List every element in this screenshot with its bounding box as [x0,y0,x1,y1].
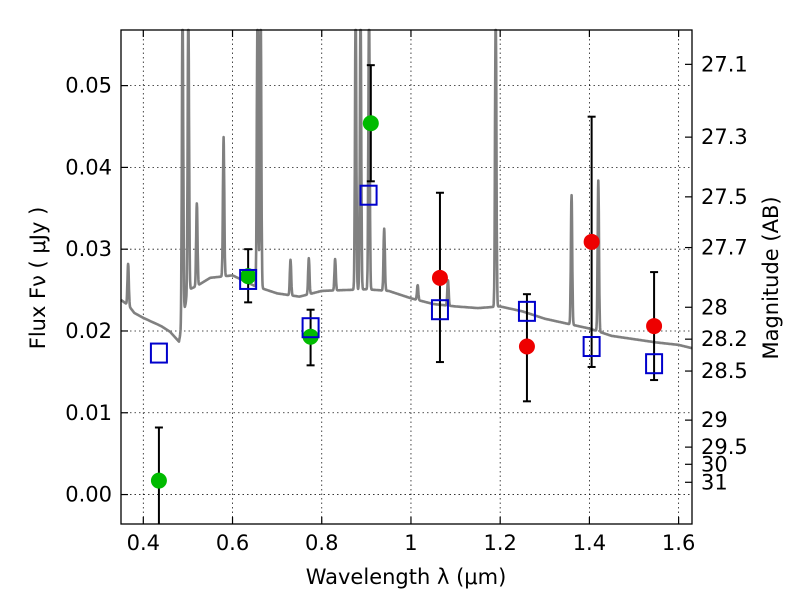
y2-tick-label: 30 [701,452,728,476]
y2-tick-label: 27.5 [701,185,748,209]
y-axis-label: Flux Fν ( μJy ) [26,207,50,350]
y2-tick-label: 28.2 [701,327,748,351]
model-square-marker [430,299,449,321]
y2-tick-label: 27.3 [701,125,748,149]
model-square-marker [359,184,378,206]
green-data-point [362,115,379,132]
x-tick-label: 1.2 [483,531,516,555]
red-data-point [646,318,663,335]
plot-frame [120,29,693,525]
model-square-marker [301,317,320,339]
model-spectrum-line [119,28,694,350]
x-tick-label: 0.4 [127,531,160,555]
axis-ticks: 0.4 0.6 0.8 1 1.2 1.4 1.6 0.00 0.01 0.02 0.03 0.04 0… [65,30,748,555]
red-data-point [518,338,535,355]
y-tick-label: 0.00 [65,483,112,507]
x-tick-label: 0.6 [216,531,249,555]
x-axis-label: Wavelength λ (μm) [306,565,507,589]
x-tick-label: 1.4 [573,531,606,555]
y2-tick-label: 29.5 [701,435,748,459]
green-data-point [150,472,167,489]
y-tick-label: 0.01 [65,401,112,425]
red-data-point [431,269,448,286]
data-markers-layer [149,115,664,489]
x-tick-label: 1.6 [662,531,695,555]
model-square-marker [239,268,258,290]
model-square-marker [517,300,536,322]
y-tick-label: 0.02 [65,319,112,343]
y2-tick-label: 28.5 [701,359,748,383]
y2-tick-label: 31 [701,470,728,494]
x-tick-label: 0.8 [305,531,338,555]
y2-tick-label: 29 [701,408,728,432]
errorbars-layer [154,64,659,524]
red-data-point [583,233,600,250]
y2-tick-label: 27.1 [701,52,748,76]
model-square-marker [582,336,601,358]
grid [121,30,692,524]
y-tick-label: 0.03 [65,237,112,261]
x-tick-label: 1 [404,531,417,555]
y-tick-label: 0.04 [65,155,112,179]
y2-axis-label: Magnitude (AB) [759,196,783,359]
y2-tick-label: 28 [701,295,728,319]
model-spectrum-layer [119,28,694,350]
model-square-marker [149,342,168,364]
model-square-marker [645,353,664,375]
y2-tick-label: 27.7 [701,236,748,260]
y-tick-label: 0.05 [65,74,112,98]
